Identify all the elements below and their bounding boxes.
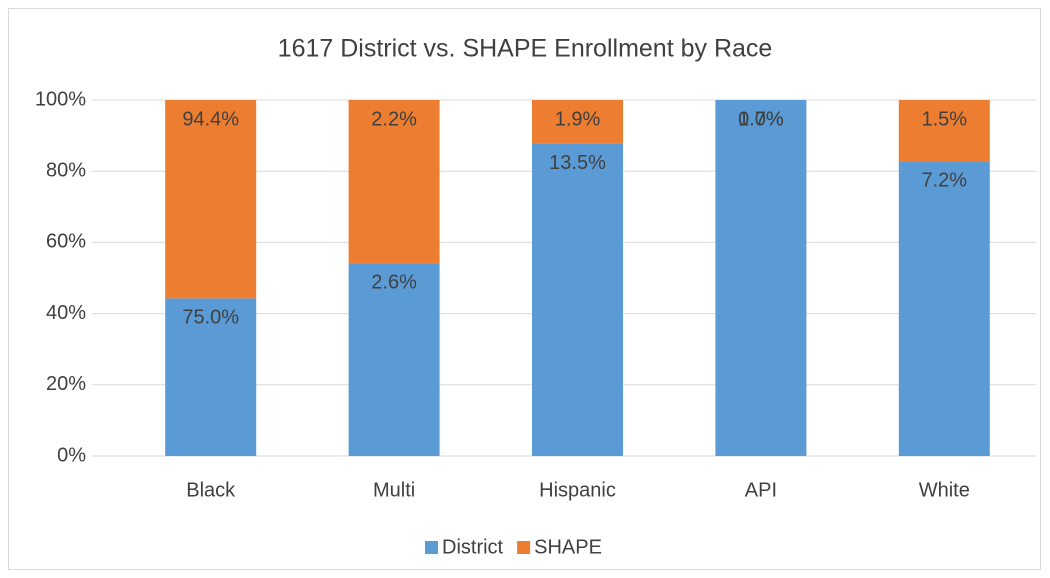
bar-segment: [348, 263, 440, 456]
data-label: 2.2%: [371, 108, 417, 130]
legend-label: District: [442, 536, 504, 558]
x-tick-label: Multi: [373, 479, 415, 501]
data-label: 2.6%: [371, 271, 417, 293]
data-label: 1.5%: [922, 108, 968, 130]
chart-title: 1617 District vs. SHAPE Enrollment by Ra…: [278, 35, 773, 63]
data-label: 0.0%: [738, 108, 784, 130]
x-tick-label: Black: [186, 479, 236, 501]
data-label: 13.5%: [549, 152, 606, 174]
data-label: 1.7%: [738, 108, 784, 130]
bar-segment: [898, 100, 990, 162]
y-tick-label: 80%: [46, 159, 86, 181]
y-tick-label: 20%: [46, 373, 86, 395]
data-label: 1.9%: [555, 108, 601, 130]
legend-label: SHAPE: [534, 536, 602, 558]
bar-segment: [348, 100, 440, 264]
bar-segment: [532, 100, 623, 144]
chart-border: [8, 8, 1041, 570]
x-tick-label: Hispanic: [539, 479, 616, 501]
y-tick-label: 40%: [46, 302, 86, 324]
y-tick-label: 0%: [57, 444, 86, 466]
x-tick-label: White: [919, 479, 970, 501]
legend-swatch: [517, 541, 531, 554]
bar-segment: [898, 161, 990, 456]
data-label: 94.4%: [182, 108, 239, 130]
x-tick-label: API: [745, 479, 777, 501]
bar-segment: [165, 100, 257, 299]
data-label: 75.0%: [182, 307, 239, 329]
bar-segment: [165, 298, 257, 456]
data-label: 7.2%: [922, 170, 968, 192]
y-tick-label: 60%: [46, 231, 86, 253]
y-tick-label: 100%: [35, 88, 86, 110]
bar-segment: [715, 100, 807, 456]
bar-segment: [532, 143, 623, 457]
legend-swatch: [425, 541, 438, 554]
